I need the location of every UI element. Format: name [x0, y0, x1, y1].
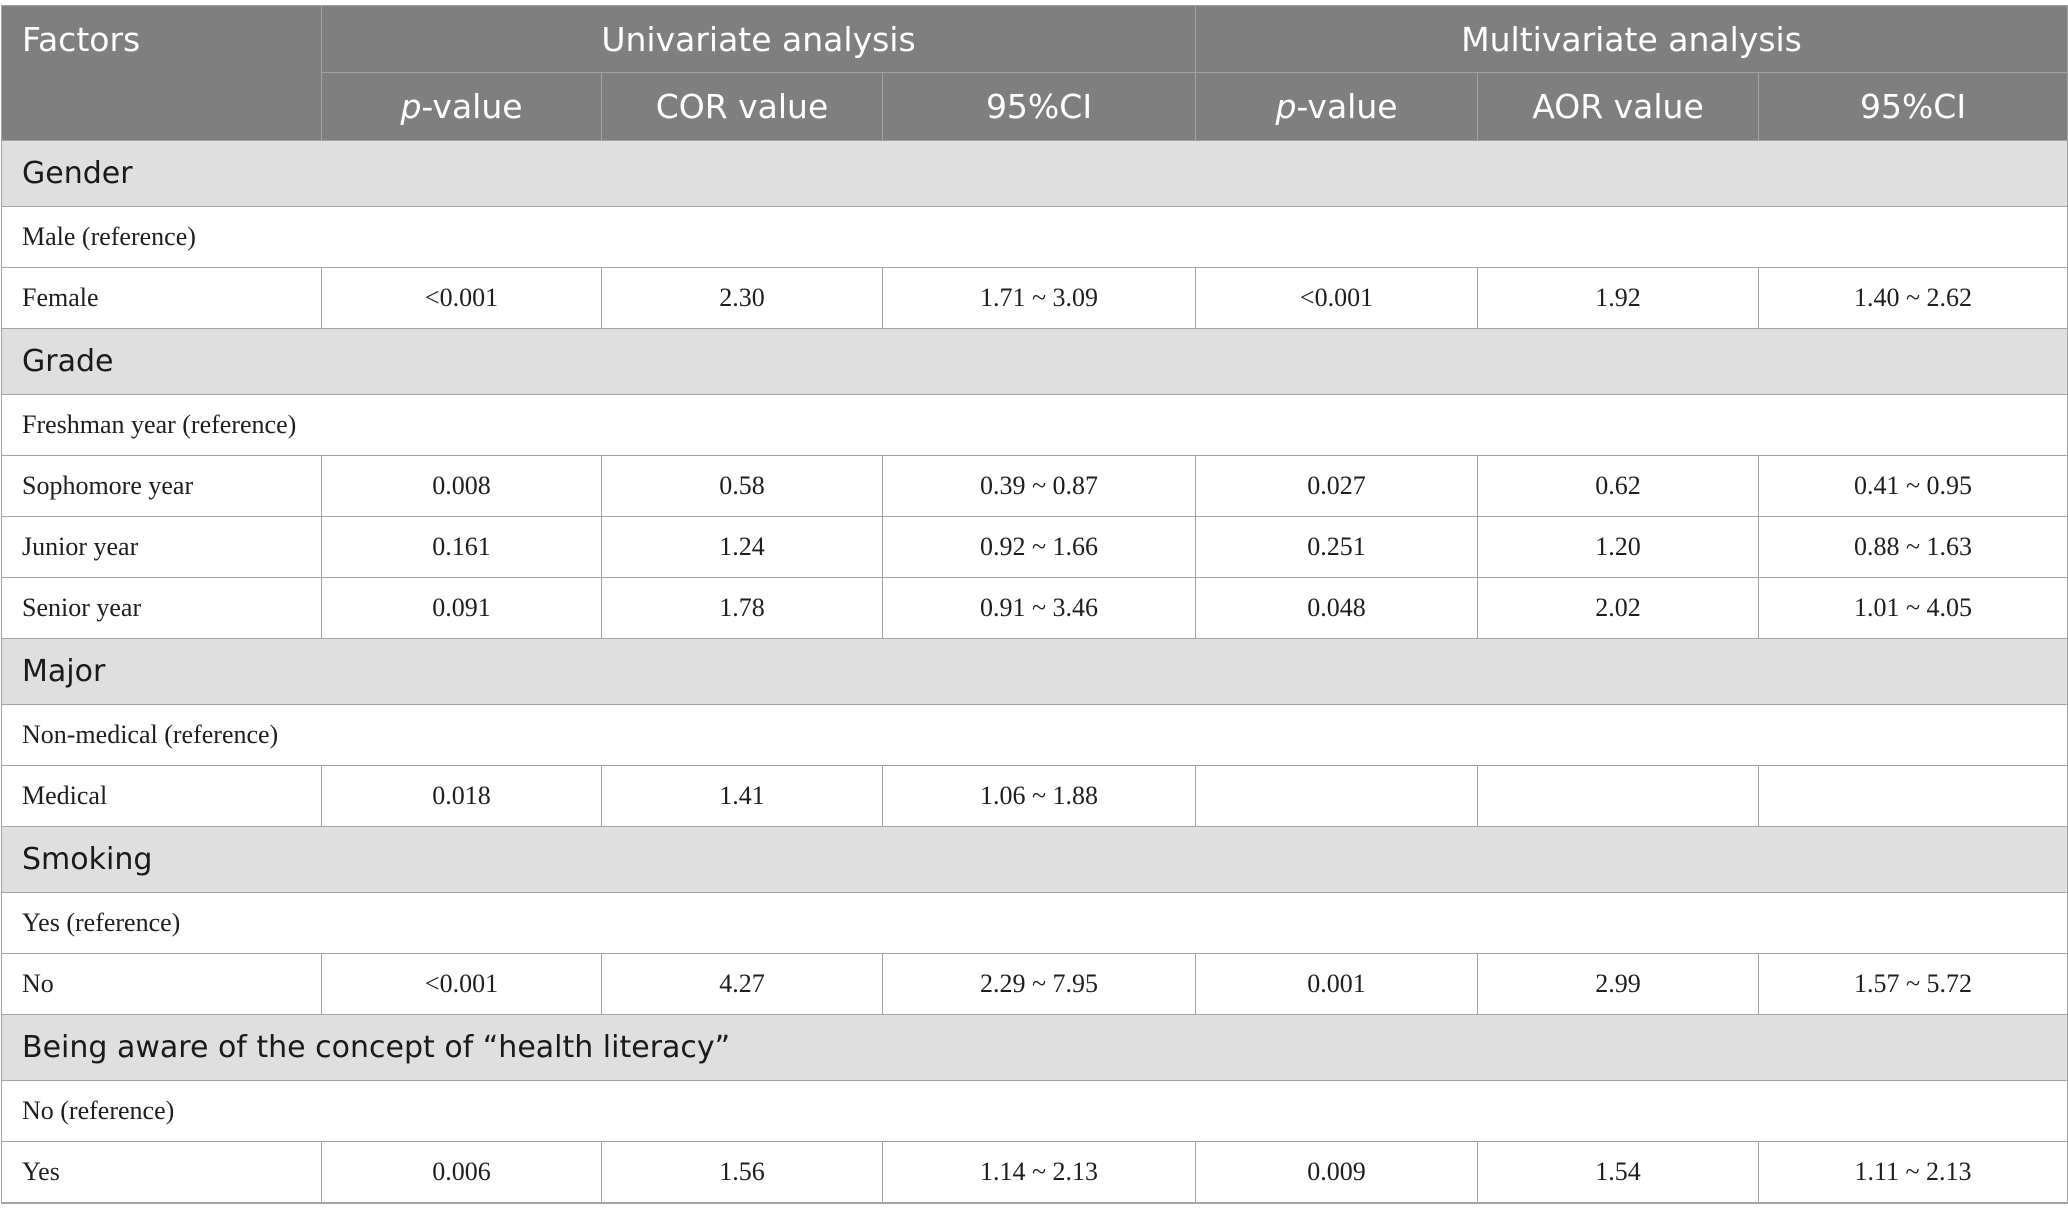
table-row: Yes 0.006 1.56 1.14 ~ 2.13 0.009 1.54 1.11 ~ 2… [1, 1141, 2068, 1204]
aor-value-cell: 2.02 [1477, 577, 1760, 639]
group-row: Major [0, 638, 2068, 705]
univariate-ci-cell: 0.92 ~ 1.66 [881, 516, 1197, 578]
cor-value-cell: 1.78 [601, 577, 883, 639]
multivariate-p-value-header: p-value [1195, 72, 1479, 141]
cor-value-cell: 1.24 [601, 516, 883, 578]
cor-value-cell: 4.27 [601, 953, 883, 1015]
univariate-p-value-cell: 0.006 [321, 1141, 602, 1204]
cor-value-cell: 0.58 [601, 455, 883, 517]
table-row: No <0.001 4.27 2.29 ~ 7.95 0.001 2.99 1.57 ~ 5… [1, 953, 2068, 1015]
multivariate-p-value-cell: 0.251 [1195, 516, 1479, 578]
multivariate-p-value-cell: 0.009 [1195, 1141, 1479, 1204]
group-row: Grade [0, 328, 2068, 395]
aor-value-cell [1477, 765, 1760, 827]
reference-row: Non-medical (reference) [0, 704, 2068, 766]
multivariate-p-value-cell [1195, 765, 1479, 827]
cor-value-cell: 1.41 [601, 765, 883, 827]
aor-value-cell: 1.92 [1477, 267, 1760, 329]
multivariate-ci-cell: 1.57 ~ 5.72 [1758, 953, 2068, 1015]
group-title: Grade [0, 328, 2068, 395]
factor-label: Female [1, 267, 322, 329]
cor-value-header: COR value [601, 72, 883, 141]
reference-label: No (reference) [0, 1080, 2068, 1142]
reference-row: Freshman year (reference) [0, 394, 2068, 456]
factor-label: Yes [1, 1141, 322, 1204]
multivariate-ci-cell: 0.41 ~ 0.95 [1758, 455, 2068, 517]
multivariate-header: Multivariate analysis [1195, 5, 2068, 73]
multivariate-ci-cell: 0.88 ~ 1.63 [1758, 516, 2068, 578]
univariate-ci-cell: 1.71 ~ 3.09 [881, 267, 1197, 329]
factor-label: Sophomore year [1, 455, 322, 517]
multivariate-ci-header: 95%CI [1758, 72, 2068, 141]
reference-label: Yes (reference) [0, 892, 2068, 954]
univariate-p-value-header: p-value [321, 72, 602, 141]
factor-label: No [1, 953, 322, 1015]
univariate-p-value-cell: 0.018 [321, 765, 602, 827]
p-letter: p [400, 87, 422, 126]
reference-label: Freshman year (reference) [0, 394, 2068, 456]
reference-row: No (reference) [0, 1080, 2068, 1142]
multivariate-ci-cell: 1.11 ~ 2.13 [1758, 1141, 2068, 1204]
aor-value-cell: 0.62 [1477, 455, 1760, 517]
group-row: Gender [0, 140, 2068, 207]
univariate-ci-cell: 0.39 ~ 0.87 [881, 455, 1197, 517]
table-header: Factors Univariate analysis Multivariate… [1, 5, 2068, 141]
factor-label: Junior year [1, 516, 322, 578]
aor-value-cell: 1.20 [1477, 516, 1760, 578]
p-value-suffix: -value [1296, 87, 1398, 126]
group-title: Gender [0, 140, 2068, 207]
univariate-ci-cell: 2.29 ~ 7.95 [881, 953, 1197, 1015]
univariate-p-value-cell: <0.001 [321, 267, 602, 329]
p-value-suffix: -value [421, 87, 523, 126]
factor-label: Medical [1, 765, 322, 827]
cor-value-cell: 1.56 [601, 1141, 883, 1204]
univariate-p-value-cell: 0.091 [321, 577, 602, 639]
reference-label: Male (reference) [0, 206, 2068, 268]
multivariate-ci-cell: 1.40 ~ 2.62 [1758, 267, 2068, 329]
table-row: Female <0.001 2.30 1.71 ~ 3.09 <0.001 1.92 1.4… [1, 267, 2068, 329]
multivariate-p-value-cell: 0.001 [1195, 953, 1479, 1015]
multivariate-ci-cell [1758, 765, 2068, 827]
p-letter: p [1275, 87, 1297, 126]
factor-label: Senior year [1, 577, 322, 639]
table-body: Gender Male (reference) Female <0.001 2.30 1.… [0, 140, 2068, 1204]
univariate-p-value-cell: 0.161 [321, 516, 602, 578]
multivariate-p-value-cell: 0.048 [1195, 577, 1479, 639]
aor-value-header: AOR value [1477, 72, 1760, 141]
univariate-header: Univariate analysis [320, 5, 1197, 73]
factors-header: Factors [1, 5, 322, 141]
univariate-ci-cell: 1.14 ~ 2.13 [881, 1141, 1197, 1204]
group-row: Smoking [0, 826, 2068, 893]
cor-value-cell: 2.30 [601, 267, 883, 329]
table-row: Senior year 0.091 1.78 0.91 ~ 3.46 0.048 2.02… [1, 577, 2068, 639]
group-title: Being aware of the concept of “health li… [0, 1014, 2068, 1081]
group-title: Major [0, 638, 2068, 705]
univariate-p-value-cell: 0.008 [321, 455, 602, 517]
table-row: Sophomore year 0.008 0.58 0.39 ~ 0.87 0.027 0… [1, 455, 2068, 517]
regression-table: Factors Univariate analysis Multivariate… [0, 5, 2068, 1204]
group-title: Smoking [0, 826, 2068, 893]
reference-row: Yes (reference) [0, 892, 2068, 954]
univariate-ci-cell: 0.91 ~ 3.46 [881, 577, 1197, 639]
reference-label: Non-medical (reference) [0, 704, 2068, 766]
table-row: Junior year 0.161 1.24 0.92 ~ 1.66 0.251 1.20… [1, 516, 2068, 578]
univariate-p-value-cell: <0.001 [321, 953, 602, 1015]
table-row: Medical 0.018 1.41 1.06 ~ 1.88 [1, 765, 2068, 827]
multivariate-p-value-cell: 0.027 [1195, 455, 1479, 517]
multivariate-p-value-cell: <0.001 [1195, 267, 1479, 329]
aor-value-cell: 1.54 [1477, 1141, 1760, 1204]
univariate-ci-cell: 1.06 ~ 1.88 [881, 765, 1197, 827]
univariate-ci-header: 95%CI [881, 72, 1197, 141]
reference-row: Male (reference) [0, 206, 2068, 268]
multivariate-ci-cell: 1.01 ~ 4.05 [1758, 577, 2068, 639]
group-row: Being aware of the concept of “health li… [0, 1014, 2068, 1081]
aor-value-cell: 2.99 [1477, 953, 1760, 1015]
